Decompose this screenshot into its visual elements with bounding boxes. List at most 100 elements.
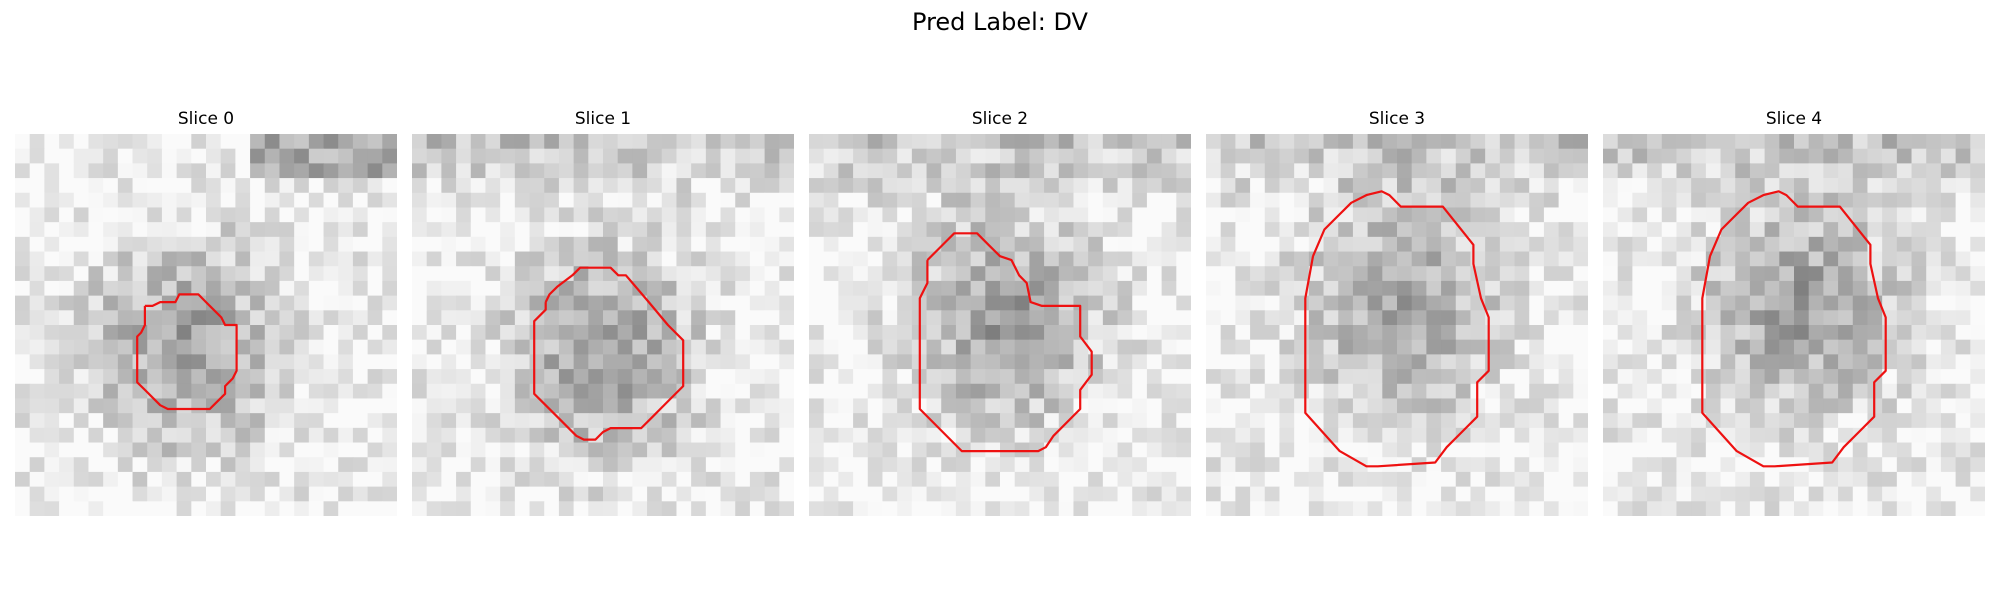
image-pixel <box>1543 486 1560 502</box>
image-pixel <box>1838 427 1854 444</box>
image-pixel <box>1661 471 1677 488</box>
image-pixel <box>426 471 442 488</box>
image-pixel <box>558 501 575 516</box>
grayscale-image <box>809 134 1191 516</box>
image-pixel <box>1603 486 1619 502</box>
image-pixel <box>867 427 883 444</box>
image-pixel <box>1735 192 1751 208</box>
image-pixel <box>573 207 589 223</box>
image-pixel <box>59 398 75 414</box>
image-pixel <box>1308 457 1325 473</box>
image-pixel <box>308 310 325 326</box>
image-pixel <box>558 178 575 194</box>
image-pixel <box>456 369 472 385</box>
image-pixel <box>1382 280 1398 297</box>
image-pixel <box>970 207 986 223</box>
image-pixel <box>661 369 677 385</box>
image-pixel <box>1926 148 1942 164</box>
image-pixel <box>764 222 780 238</box>
image-pixel <box>1441 295 1457 311</box>
image-pixel <box>132 339 148 355</box>
image-pixel <box>367 501 383 516</box>
image-pixel <box>573 457 589 473</box>
image-pixel <box>1161 236 1177 253</box>
image-pixel <box>338 236 354 253</box>
image-pixel <box>352 486 369 502</box>
image-pixel <box>367 457 383 473</box>
image-pixel <box>1029 471 1045 488</box>
image-pixel <box>191 163 207 179</box>
image-pixel <box>412 192 428 208</box>
image-pixel <box>117 207 134 223</box>
image-pixel <box>1867 163 1883 179</box>
image-pixel <box>294 501 310 516</box>
image-pixel <box>1955 222 1971 238</box>
image-pixel <box>985 207 1001 223</box>
image-pixel <box>588 163 604 179</box>
image-pixel <box>1382 501 1398 516</box>
image-pixel <box>1617 251 1633 267</box>
image-pixel <box>809 310 825 326</box>
image-pixel <box>1940 413 1957 429</box>
image-pixel <box>206 310 222 326</box>
image-pixel <box>941 236 957 253</box>
image-pixel <box>1470 486 1486 502</box>
image-pixel <box>1279 457 1295 473</box>
image-pixel <box>1323 339 1339 355</box>
image-pixel <box>764 413 780 429</box>
image-pixel <box>573 442 589 458</box>
image-pixel <box>529 471 545 488</box>
image-pixel <box>323 178 339 194</box>
image-pixel <box>749 457 766 473</box>
image-pixel <box>1543 251 1560 267</box>
image-pixel <box>1206 354 1222 370</box>
image-pixel <box>1250 236 1266 253</box>
image-pixel <box>809 280 825 297</box>
image-pixel <box>1441 383 1457 399</box>
image-pixel <box>1691 501 1707 516</box>
image-pixel <box>1426 413 1442 429</box>
image-pixel <box>1632 354 1648 370</box>
image-pixel <box>220 236 236 253</box>
image-pixel <box>1014 192 1030 208</box>
image-pixel <box>1029 266 1045 282</box>
image-pixel <box>1720 222 1736 238</box>
image-pixel <box>882 222 898 238</box>
image-pixel <box>573 192 589 208</box>
image-pixel <box>529 251 545 267</box>
image-pixel <box>1235 339 1251 355</box>
image-pixel <box>1000 207 1016 223</box>
image-pixel <box>1691 295 1707 311</box>
image-pixel <box>338 295 354 311</box>
image-pixel <box>44 442 60 458</box>
image-pixel <box>1000 236 1016 253</box>
image-pixel <box>1206 501 1222 516</box>
image-pixel <box>911 266 928 282</box>
image-pixel <box>661 501 677 516</box>
image-pixel <box>220 413 236 429</box>
image-pixel <box>132 501 148 516</box>
image-pixel <box>617 295 633 311</box>
image-pixel <box>1794 163 1810 179</box>
image-pixel <box>1132 236 1148 253</box>
image-pixel <box>809 457 825 473</box>
image-pixel <box>1617 134 1633 150</box>
image-pixel <box>1323 427 1339 444</box>
image-pixel <box>235 486 251 502</box>
image-pixel <box>1132 222 1148 238</box>
image-pixel <box>632 295 648 311</box>
image-pixel <box>1014 486 1030 502</box>
image-pixel <box>1058 369 1074 385</box>
image-pixel <box>705 251 722 267</box>
image-pixel <box>1029 163 1045 179</box>
image-pixel <box>1206 178 1222 194</box>
image-pixel <box>1735 266 1751 282</box>
image-pixel <box>1073 280 1089 297</box>
image-pixel <box>323 251 339 267</box>
image-pixel <box>1146 251 1163 267</box>
image-pixel <box>1088 398 1104 414</box>
image-pixel <box>1749 134 1766 150</box>
image-pixel <box>720 236 736 253</box>
image-pixel <box>955 192 972 208</box>
image-pixel <box>1441 134 1457 150</box>
